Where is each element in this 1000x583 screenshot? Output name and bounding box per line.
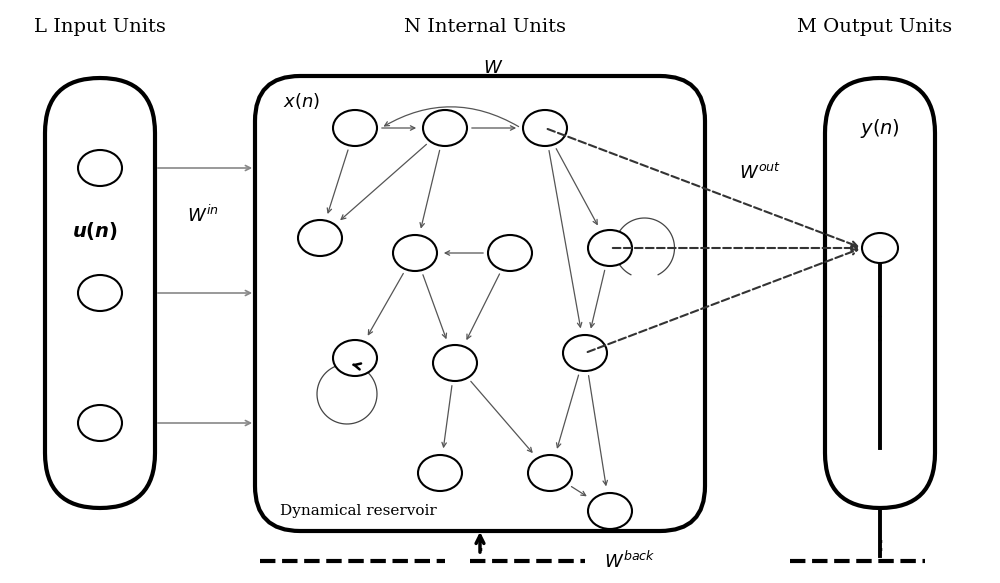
Ellipse shape (528, 455, 572, 491)
Ellipse shape (423, 110, 467, 146)
Text: N Internal Units: N Internal Units (404, 18, 566, 36)
Text: $x(n)$: $x(n)$ (283, 91, 320, 111)
Ellipse shape (418, 455, 462, 491)
Ellipse shape (563, 335, 607, 371)
Text: $\boldsymbol{u(n)}$: $\boldsymbol{u(n)}$ (72, 220, 118, 242)
Ellipse shape (393, 235, 437, 271)
Text: L Input Units: L Input Units (34, 18, 166, 36)
Ellipse shape (862, 233, 898, 263)
Text: $W$: $W$ (483, 59, 503, 77)
Text: ·: · (476, 531, 484, 555)
Ellipse shape (588, 493, 632, 529)
Ellipse shape (523, 110, 567, 146)
Ellipse shape (333, 110, 377, 146)
Text: ·: · (876, 307, 884, 329)
Ellipse shape (488, 235, 532, 271)
FancyBboxPatch shape (45, 78, 155, 508)
Ellipse shape (433, 345, 477, 381)
Ellipse shape (78, 150, 122, 186)
Text: $y(n)$: $y(n)$ (860, 117, 900, 139)
Ellipse shape (298, 220, 342, 256)
Ellipse shape (78, 275, 122, 311)
Text: $W^{in}$: $W^{in}$ (187, 205, 219, 226)
Ellipse shape (588, 230, 632, 266)
Text: M Output Units: M Output Units (797, 18, 953, 36)
Text: ·: · (476, 539, 484, 563)
Text: $W^{back}$: $W^{back}$ (604, 550, 656, 571)
Text: ·: · (876, 539, 884, 563)
Text: $W^{out}$: $W^{out}$ (739, 163, 781, 183)
Text: ·: · (876, 531, 884, 555)
FancyBboxPatch shape (825, 78, 935, 508)
FancyBboxPatch shape (255, 76, 705, 531)
Text: ·: · (876, 332, 884, 354)
Ellipse shape (78, 405, 122, 441)
Text: Dynamical reservoir: Dynamical reservoir (280, 504, 437, 518)
Ellipse shape (333, 340, 377, 376)
